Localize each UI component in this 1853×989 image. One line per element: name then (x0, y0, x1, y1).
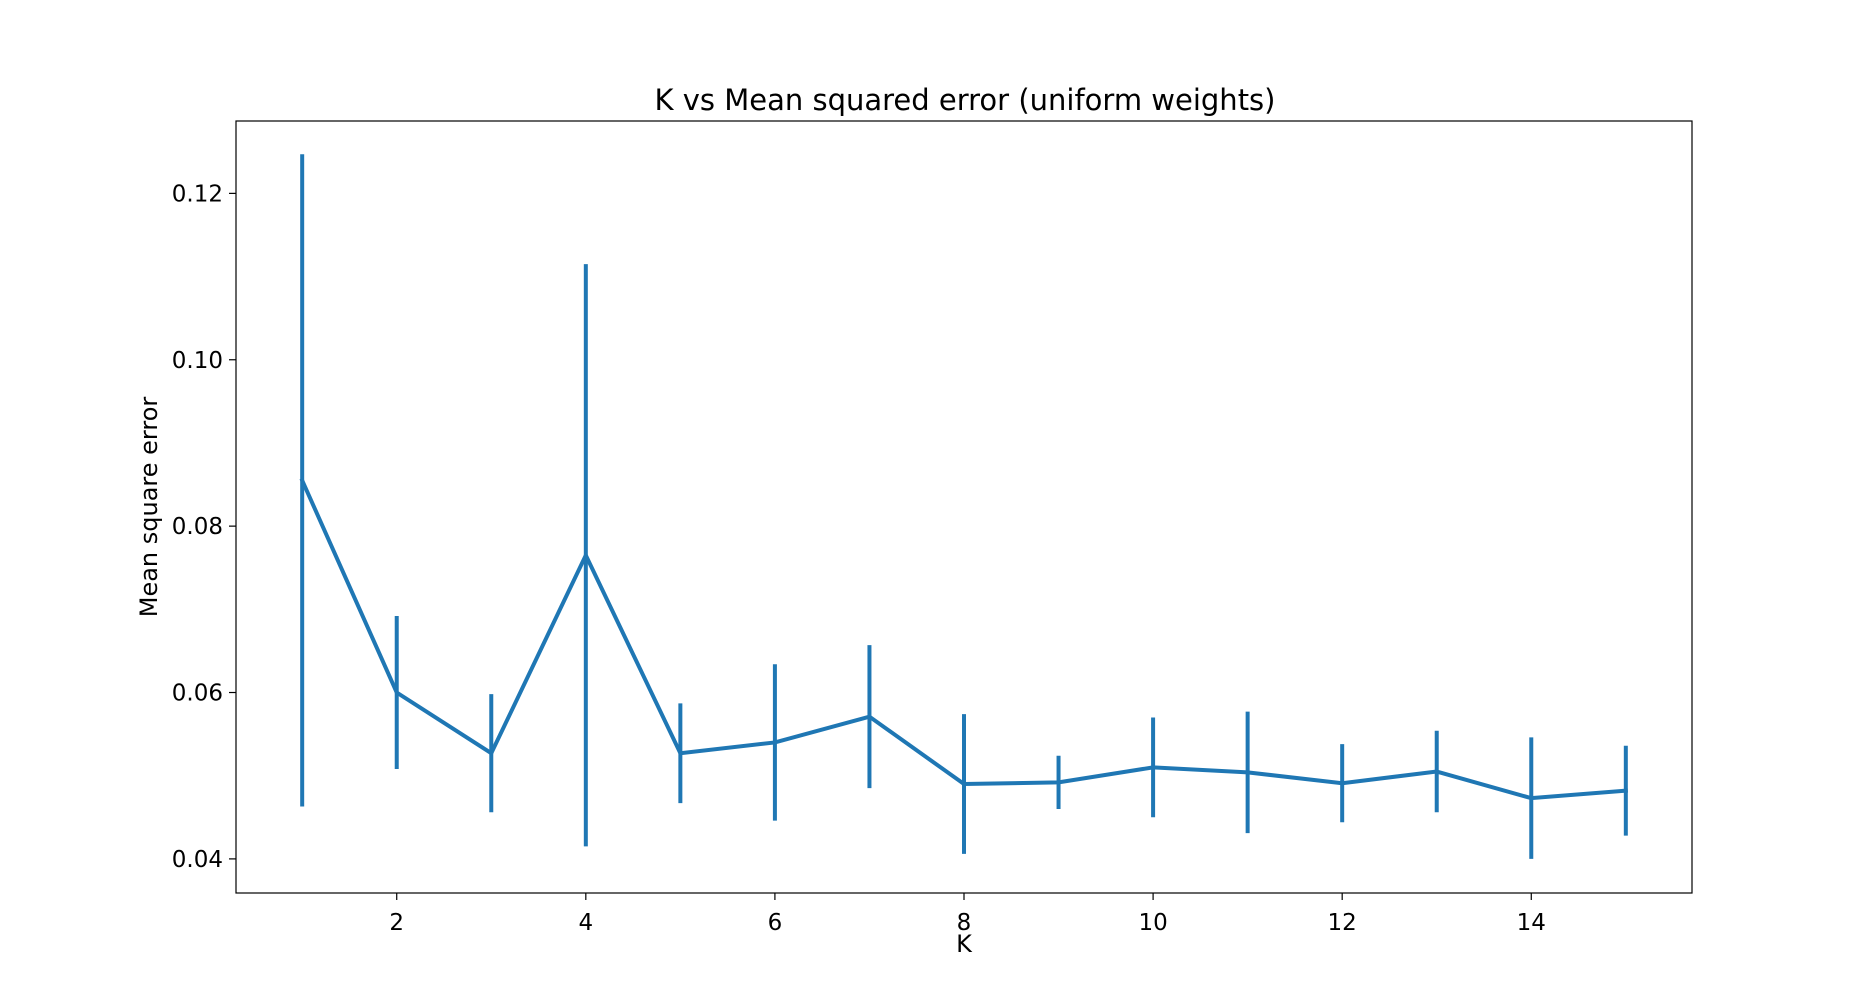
y-axis-label: Mean square error (135, 397, 163, 618)
x-tick-label: 8 (957, 910, 972, 936)
x-axis: 2 4 6 8 10 12 14 (389, 893, 1546, 936)
y-tick-label: 0.04 (172, 847, 223, 873)
x-tick-label: 12 (1328, 910, 1357, 936)
x-tick-label: 4 (578, 910, 593, 936)
x-tick-label: 14 (1517, 910, 1546, 936)
y-axis: 0.04 0.06 0.08 0.10 0.12 (172, 181, 236, 873)
y-tick-label: 0.10 (172, 348, 223, 374)
y-tick-label: 0.06 (172, 681, 223, 707)
x-tick-label: 10 (1138, 910, 1167, 936)
y-tick-label: 0.08 (172, 514, 223, 540)
x-axis-label: K (956, 930, 973, 958)
x-tick-label: 2 (389, 910, 404, 936)
x-tick-label: 6 (768, 910, 783, 936)
chart-title: K vs Mean squared error (uniform weights… (655, 83, 1276, 117)
series-line-0 (299, 477, 1628, 801)
series-lines (299, 477, 1628, 801)
y-tick-label: 0.12 (172, 181, 223, 207)
